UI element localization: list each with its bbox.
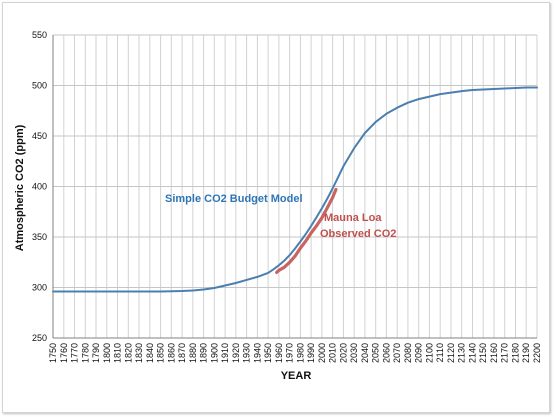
x-tick-label: 2120	[446, 343, 456, 363]
x-tick-label: 2180	[511, 343, 521, 363]
x-tick-label: 1880	[188, 343, 198, 363]
x-tick-label: 2100	[424, 343, 434, 363]
x-tick-label: 2160	[489, 343, 499, 363]
x-axis-title: YEAR	[281, 370, 312, 382]
y-tick-labels: 250 300 350 400 450 500 550	[32, 30, 47, 343]
x-tick-label: 2130	[457, 343, 467, 363]
x-tick-label: 1950	[263, 343, 273, 363]
x-tick-label: 1990	[306, 343, 316, 363]
x-tick-labels: 1750 1760 1770 1780 1790 1800 1810 1820 1830 1840…	[48, 343, 542, 363]
x-tick-label: 2200	[532, 343, 542, 363]
x-tick-label: 2150	[478, 343, 488, 363]
x-tick-label: 1850	[156, 343, 166, 363]
x-tick-label: 1830	[134, 343, 144, 363]
co2-line-chart: 250 300 350 400 450 500 550 1750 1760 1770 1780 17…	[14, 30, 542, 382]
y-tick-label: 450	[32, 131, 47, 141]
x-tick-label: 1980	[295, 343, 305, 363]
x-tick-label: 1920	[231, 343, 241, 363]
x-tick-label: 2110	[435, 343, 445, 362]
x-tick-label: 2090	[414, 343, 424, 363]
x-tick-label: 2060	[381, 343, 391, 363]
x-tick-label: 1960	[274, 343, 284, 363]
series-line-model	[52, 86, 538, 293]
x-tick-label: 1770	[70, 343, 80, 363]
x-tick-label: 1940	[252, 343, 262, 363]
x-tick-label: 1930	[242, 343, 252, 363]
y-tick-label: 550	[32, 30, 47, 40]
x-tick-label: 1820	[123, 343, 133, 363]
x-tick-label: 1800	[102, 343, 112, 363]
x-tick-label: 2020	[338, 343, 348, 363]
x-tick-label: 2010	[328, 343, 338, 363]
x-tick-label: 1840	[145, 343, 155, 363]
chart-frame: 250 300 350 400 450 500 550 1750 1760 1770 1780 17…	[2, 2, 550, 413]
x-tick-label: 1810	[113, 343, 123, 363]
y-tick-label: 500	[32, 81, 47, 91]
x-tick-label: 1750	[48, 343, 58, 363]
x-tick-label: 2030	[349, 343, 359, 363]
x-tick-label: 1790	[91, 343, 101, 363]
x-tick-label: 1870	[177, 343, 187, 363]
y-tick-label: 250	[32, 333, 47, 343]
x-tick-label: 2050	[371, 343, 381, 363]
y-tick-label: 300	[32, 283, 47, 293]
x-tick-label: 1780	[80, 343, 90, 363]
x-tick-label: 1890	[199, 343, 209, 363]
x-tick-label: 2070	[392, 343, 402, 363]
y-tick-label: 400	[32, 182, 47, 192]
x-tick-label: 2040	[360, 343, 370, 363]
x-tick-label: 1860	[166, 343, 176, 363]
x-tick-label: 2000	[317, 343, 327, 363]
x-tick-label: 1910	[220, 343, 230, 363]
x-tick-label: 2170	[500, 343, 510, 363]
annotation-model: Simple CO2 Budget Model	[165, 193, 303, 205]
gridlines	[52, 34, 538, 339]
axes	[52, 35, 537, 339]
annotation-observed: Observed CO2	[320, 228, 396, 240]
x-tick-label: 2080	[403, 343, 413, 363]
x-tick-label: 1970	[285, 343, 295, 363]
y-tick-label: 350	[32, 232, 47, 242]
x-tick-label: 2140	[468, 343, 478, 363]
series-line-observed	[275, 187, 338, 274]
annotation-mauna-loa: Mauna Loa	[324, 212, 382, 224]
series-lines	[52, 86, 538, 293]
y-axis-title: Atmospheric CO2 (ppm)	[14, 124, 26, 251]
x-tick-label: 2190	[521, 343, 531, 363]
x-tick-label: 1900	[209, 343, 219, 363]
x-tick-label: 1760	[59, 343, 69, 363]
